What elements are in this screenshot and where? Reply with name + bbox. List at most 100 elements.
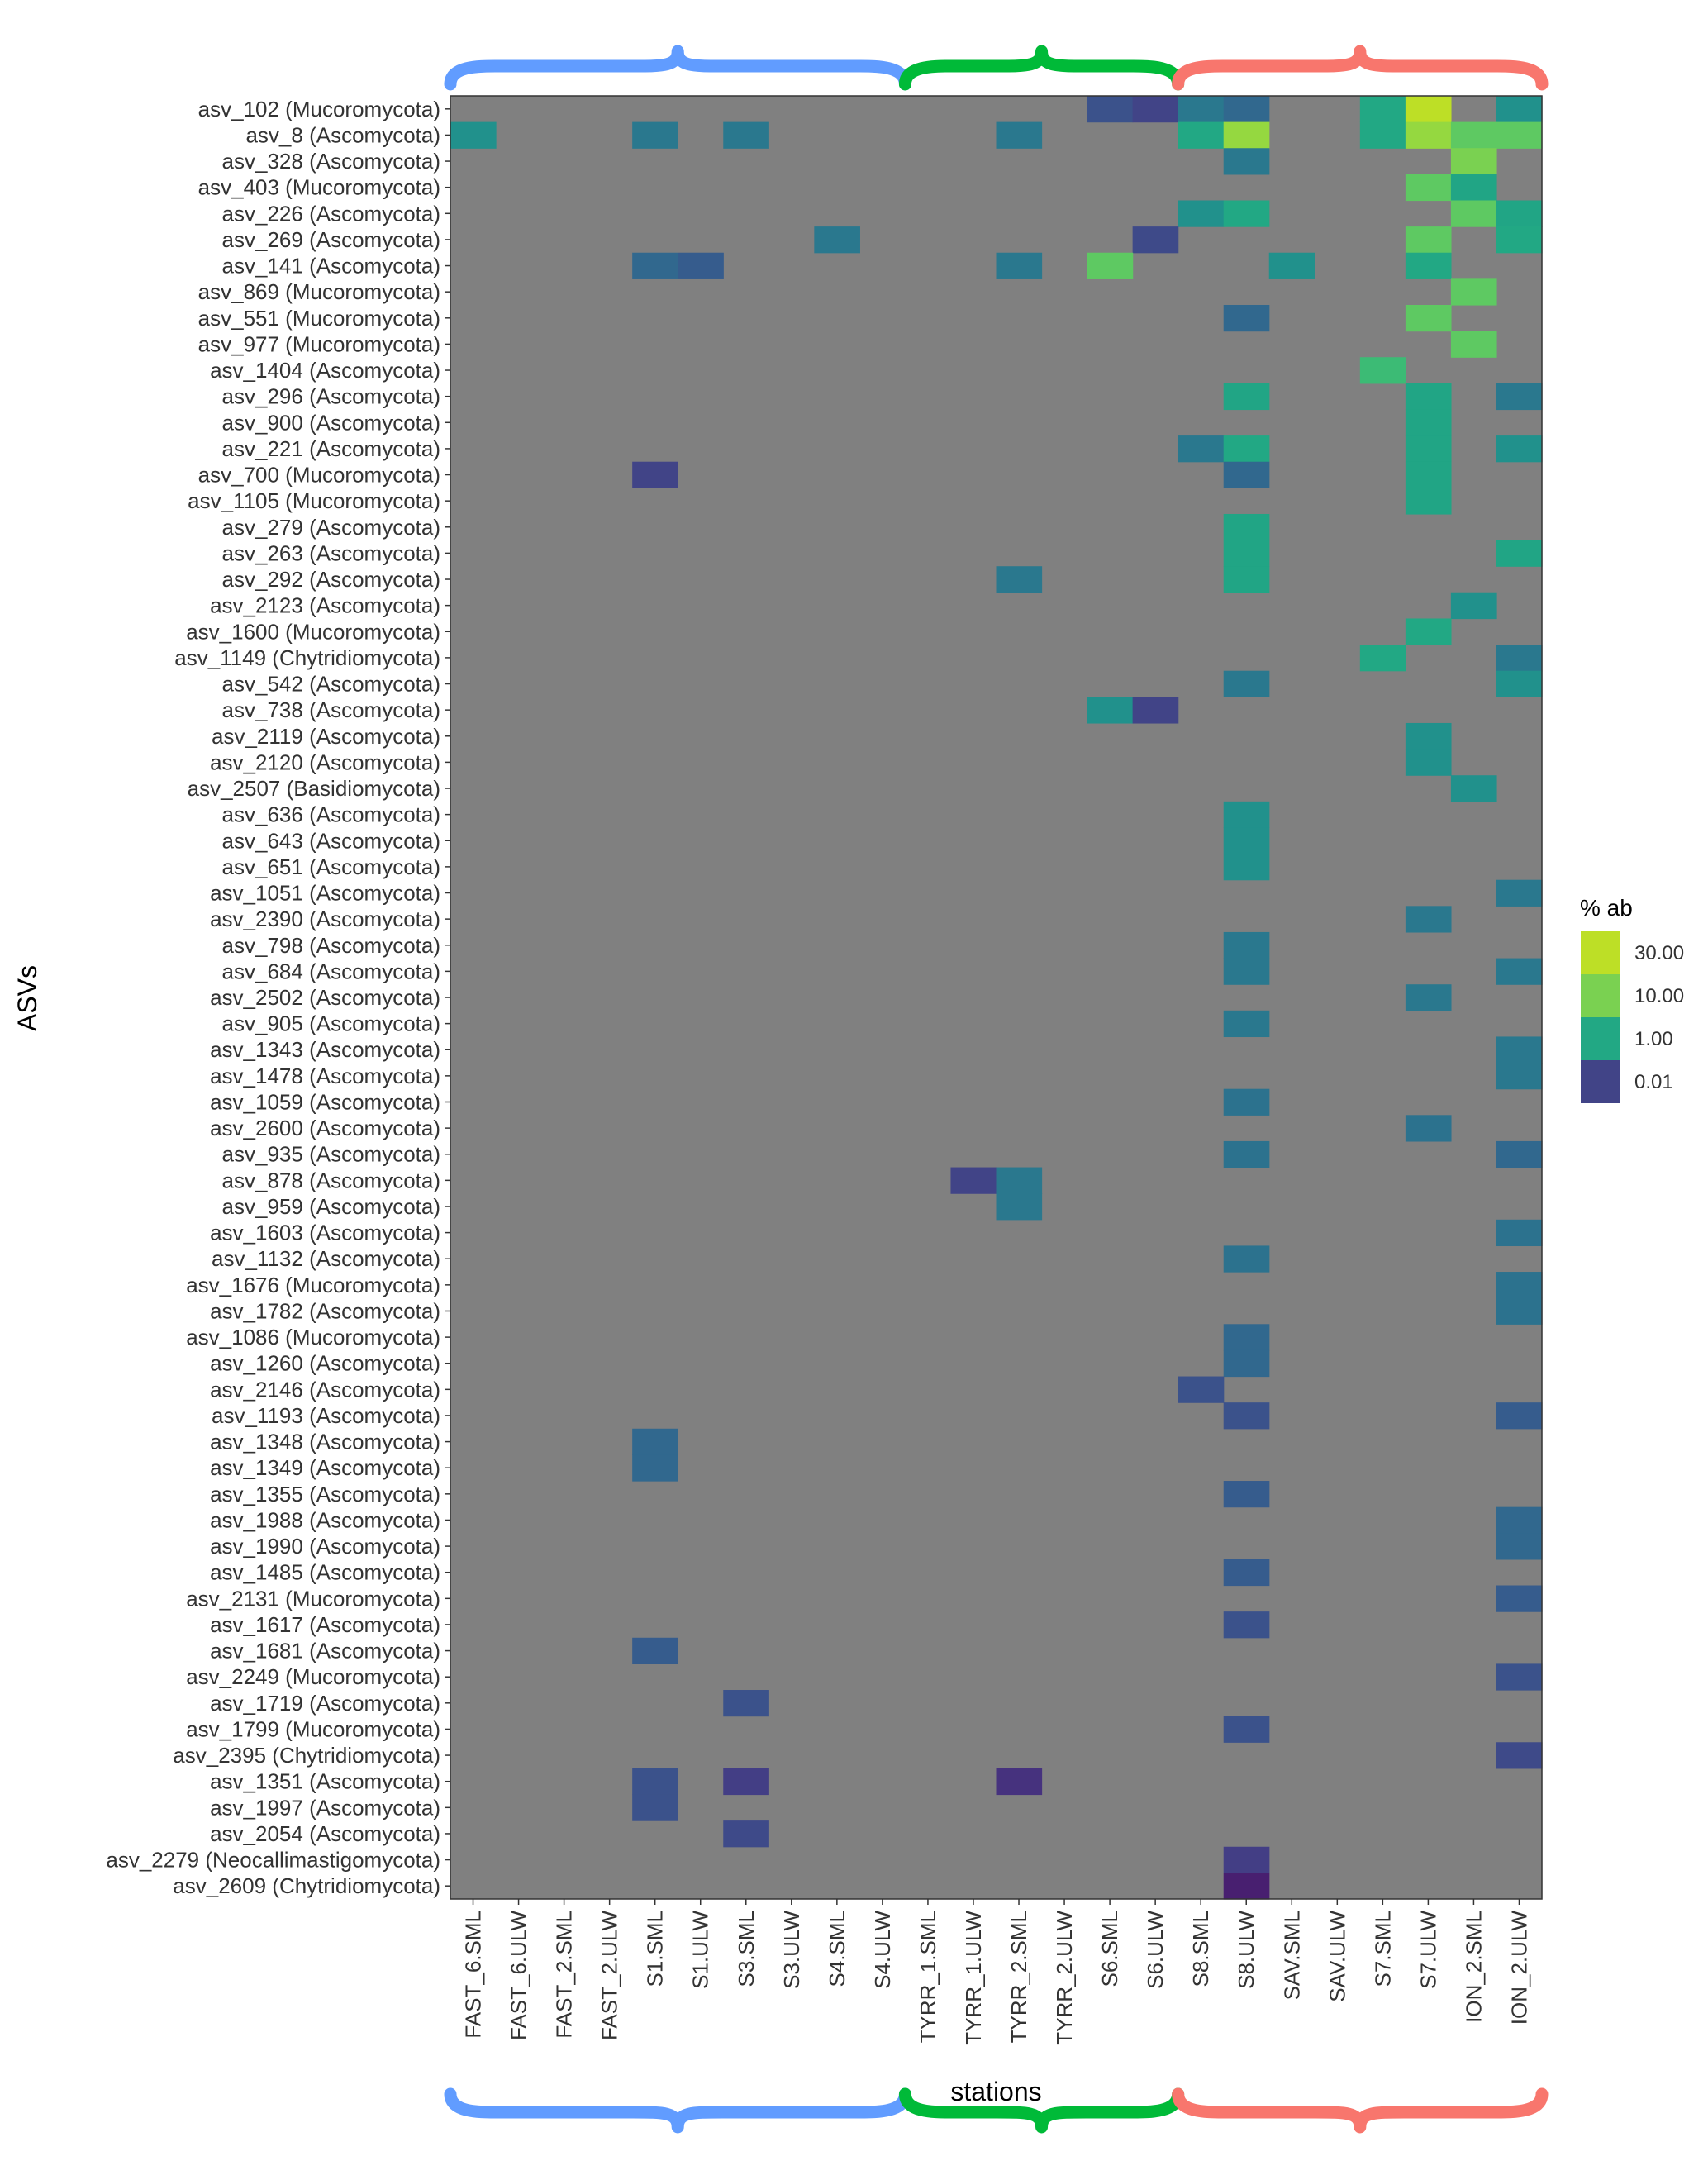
heatmap-cell [1496,670,1543,697]
y-tick-label: asv_141 (Ascomycota) [222,254,440,278]
heatmap-cell [1223,931,1270,959]
y-tick-label: asv_2395 (Chytridiomycota) [173,1743,440,1768]
heatmap-cell [1450,174,1497,202]
heatmap-cell [1087,96,1134,123]
legend: % ab 30.00 10.00 1.00 0.01 [1580,895,1684,1103]
heatmap-cell [1223,540,1270,567]
heatmap-cell [1496,1402,1543,1430]
y-tick-label: asv_1997 (Ascomycota) [210,1795,440,1820]
legend-swatch [1581,931,1620,974]
group-bracket-bottom [898,2087,1185,2134]
y-tick-label: asv_1348 (Ascomycota) [210,1430,440,1454]
heatmap-cell [1178,96,1225,123]
heatmap-cell [1405,96,1452,123]
y-tick-label: asv_1149 (Chytridiomycota) [174,645,440,670]
y-tick-label: asv_1719 (Ascomycota) [210,1691,440,1716]
y-tick-label: asv_2279 (Neocallimastigomycota) [106,1848,440,1873]
heatmap-cell [1223,958,1270,985]
y-tick-label: asv_2120 (Ascomycota) [210,750,440,774]
heatmap-cell [1405,618,1452,645]
heatmap-cell [1496,1063,1543,1090]
heatmap-cell [1496,879,1543,907]
y-tick-label: asv_1478 (Ascomycota) [210,1064,440,1088]
y-tick-label: asv_102 (Mucoromycota) [198,97,440,121]
heatmap-cell [1450,592,1497,620]
y-tick-label: asv_2609 (Chytridiomycota) [173,1873,440,1898]
heatmap-cell [1223,513,1270,541]
heatmap-cell [1450,121,1497,149]
y-tick-label: asv_1132 (Ascomycota) [212,1246,440,1271]
heatmap-cell [1223,1481,1270,1508]
heatmap-cell [1223,1402,1270,1430]
y-tick-label: asv_2249 (Mucoromycota) [186,1664,440,1689]
y-tick-label: asv_1260 (Ascomycota) [210,1351,440,1376]
heatmap-cell [1496,1297,1543,1325]
x-axis-title: stations [950,2077,1041,2106]
heatmap-cell [632,121,678,149]
y-tick-label: asv_684 (Ascomycota) [222,959,440,983]
y-tick-label: asv_651 (Ascomycota) [222,854,440,879]
heatmap-cell [1496,226,1543,254]
heatmap-cell [1223,670,1270,697]
x-tick-label: S3.SML [734,1911,759,1987]
heatmap-cell [1223,304,1270,332]
group-bracket-bottom [1172,2087,1549,2134]
heatmap-cell [1496,645,1543,672]
heatmap-cell [632,1454,678,1482]
y-tick-label: asv_1051 (Ascomycota) [210,881,440,906]
x-tick-label: SAV.SML [1279,1911,1304,2000]
heatmap-cell [1178,1376,1225,1403]
y-tick-label: asv_269 (Ascomycota) [222,227,440,252]
heatmap-cell [1450,148,1497,175]
legend-label: 10.00 [1634,985,1684,1007]
heatmap-cell [1087,252,1134,279]
x-tick-label: FAST_2.ULW [597,1911,622,2040]
x-tick-label: FAST_2.SML [552,1911,577,2039]
x-tick-label: SAV.ULW [1325,1911,1349,2002]
x-tick-label: ION_2.SML [1461,1911,1486,2023]
x-tick-label: FAST_6.SML [461,1911,486,2039]
heatmap-cell [1223,1559,1270,1587]
y-tick-label: asv_2600 (Ascomycota) [210,1116,440,1140]
legend-label: 1.00 [1634,1028,1673,1050]
x-tick-label: TYRR_2.ULW [1052,1911,1077,2045]
x-tick-label: S4.SML [825,1911,849,1987]
heatmap-cell [1496,1585,1543,1612]
heatmap-cell [996,1167,1043,1194]
heatmap-cell [1450,278,1497,306]
heatmap-cell [1496,121,1543,149]
y-tick-label: asv_798 (Ascomycota) [222,933,440,958]
heatmap-cell [632,252,678,279]
y-tick-label: asv_8 (Ascomycota) [245,122,440,147]
heatmap-cell [1223,1611,1270,1639]
y-tick-label: asv_977 (Mucoromycota) [198,331,440,356]
heatmap-cell [1496,1140,1543,1168]
y-tick-label: asv_636 (Ascomycota) [222,802,440,827]
y-tick-label: asv_1990 (Ascomycota) [210,1534,440,1559]
heatmap-cell [1223,566,1270,593]
heatmap-cell [1223,383,1270,411]
y-tick-label: asv_1349 (Ascomycota) [210,1455,440,1480]
y-tick-label: asv_1676 (Mucoromycota) [186,1273,440,1297]
x-tick-label: S3.ULW [779,1911,804,1989]
heatmap-cell [1405,174,1452,202]
heatmap-cell [723,1820,769,1848]
heatmap-cell [1496,1036,1543,1064]
y-tick-label: asv_2119 (Ascomycota) [212,724,440,749]
heatmap-cell [1223,1010,1270,1038]
y-tick-label: asv_403 (Mucoromycota) [198,175,440,200]
y-tick-label: asv_643 (Ascomycota) [222,828,440,853]
heatmap-cell [1405,252,1452,279]
heatmap-cell [1450,775,1497,802]
heatmap-cell [1359,121,1406,149]
y-tick-label: asv_1681 (Ascomycota) [210,1639,440,1663]
heatmap-cell [1223,200,1270,227]
group-bracket-top [444,45,911,91]
x-tick-label: S8.SML [1188,1911,1213,1987]
heatmap-cell [1359,645,1406,672]
plot-panel [450,96,1542,1899]
heatmap-cell [1223,435,1270,463]
heatmap-cell [632,1428,678,1455]
heatmap-cell [632,1768,678,1796]
